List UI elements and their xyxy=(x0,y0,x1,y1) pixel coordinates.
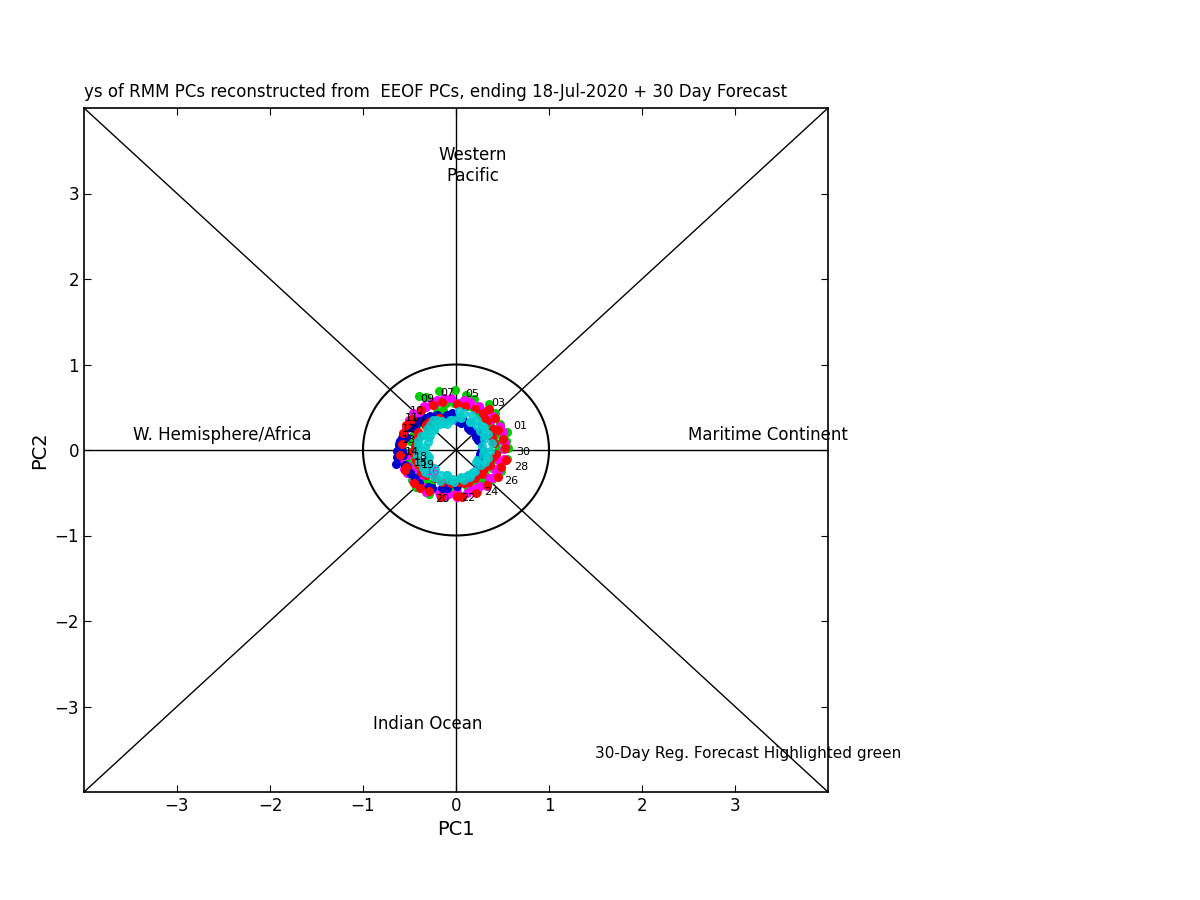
Text: 03: 03 xyxy=(491,398,505,408)
Text: 14: 14 xyxy=(404,446,419,456)
Text: 24: 24 xyxy=(484,487,498,497)
Text: 16: 16 xyxy=(426,467,440,477)
Text: 13: 13 xyxy=(402,435,416,445)
Text: 26: 26 xyxy=(504,476,518,486)
Text: 07: 07 xyxy=(440,388,455,398)
Text: Indian Ocean: Indian Ocean xyxy=(373,715,482,733)
Text: 09: 09 xyxy=(421,393,434,404)
Text: 28: 28 xyxy=(514,462,528,472)
Text: 10: 10 xyxy=(409,406,424,416)
Text: ys of RMM PCs reconstructed from  EEOF PCs, ending 18-Jul-2020 + 30 Day Forecast: ys of RMM PCs reconstructed from EEOF PC… xyxy=(84,83,787,101)
Text: 30: 30 xyxy=(516,446,530,456)
Text: 12: 12 xyxy=(402,424,416,434)
Text: Western
Pacific: Western Pacific xyxy=(438,147,506,185)
Text: 30-Day Reg. Forecast Highlighted green: 30-Day Reg. Forecast Highlighted green xyxy=(595,746,901,761)
Y-axis label: PC2: PC2 xyxy=(30,431,49,469)
X-axis label: PC1: PC1 xyxy=(437,821,475,840)
Text: 19: 19 xyxy=(421,461,434,471)
Text: 20: 20 xyxy=(436,494,450,504)
Text: 11: 11 xyxy=(404,412,419,422)
Text: W. Hemisphere/Africa: W. Hemisphere/Africa xyxy=(133,426,312,444)
Text: 17: 17 xyxy=(412,418,426,428)
Text: 22: 22 xyxy=(462,493,476,503)
Text: 01: 01 xyxy=(514,421,528,431)
Text: Maritime Continent: Maritime Continent xyxy=(689,426,848,444)
Text: 05: 05 xyxy=(466,389,479,399)
Text: 18: 18 xyxy=(414,452,428,462)
Text: 15: 15 xyxy=(414,458,428,468)
